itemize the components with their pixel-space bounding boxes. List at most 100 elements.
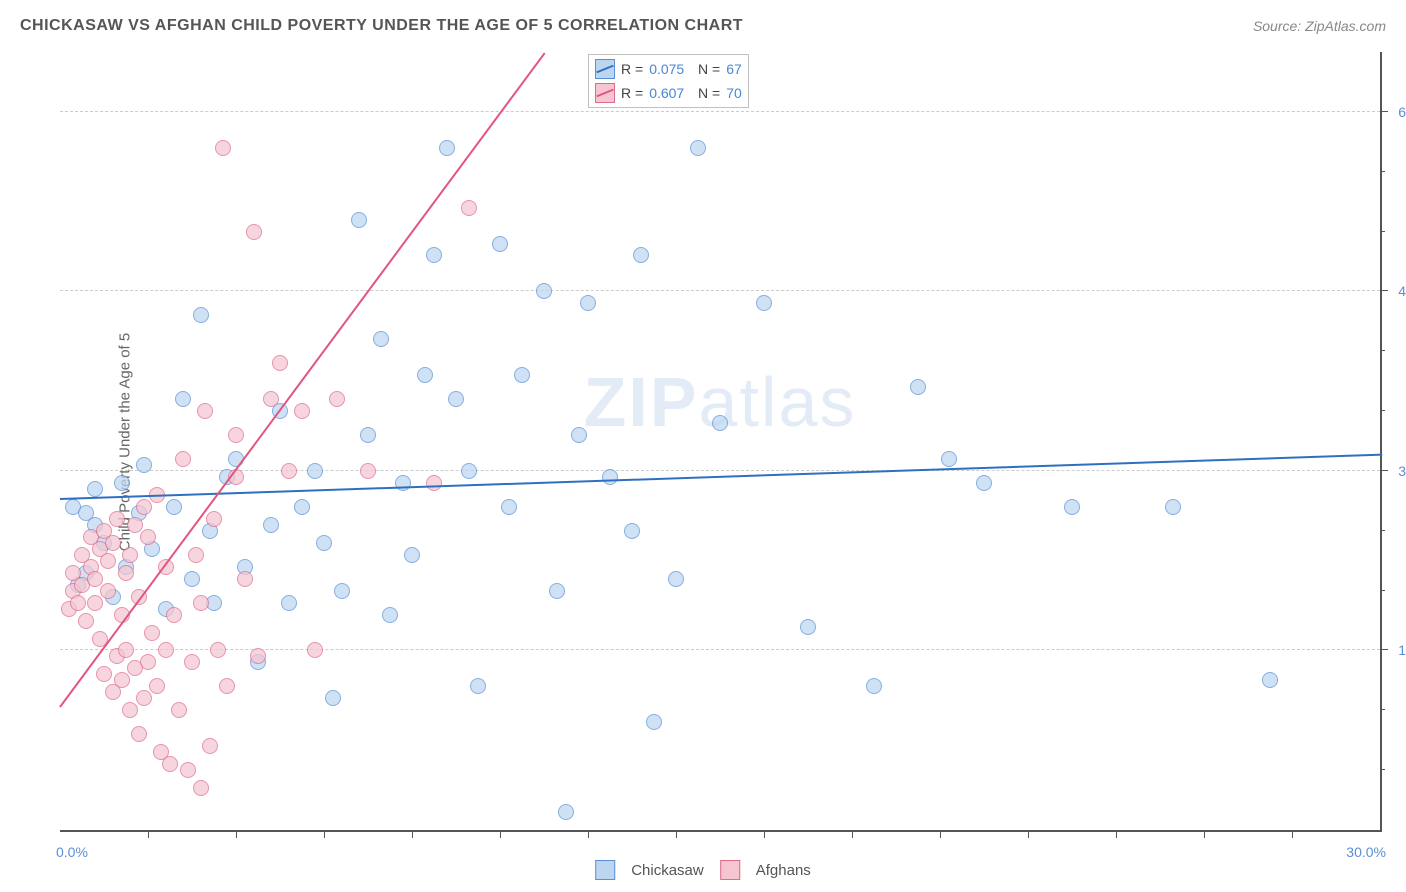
legend-chickasaw-label: Chickasaw: [631, 862, 704, 879]
afghans-point: [360, 463, 376, 479]
chickasaw-point: [668, 571, 684, 587]
afghans-point: [158, 642, 174, 658]
chickasaw-point: [1064, 499, 1080, 515]
stats-row-afghans: R = 0.607 N = 70: [595, 81, 742, 105]
chickasaw-point: [307, 463, 323, 479]
y-tick: [1380, 290, 1388, 291]
chickasaw-point: [136, 457, 152, 473]
chickasaw-point: [184, 571, 200, 587]
x-axis-min-label: 0.0%: [56, 844, 88, 860]
chickasaw-point: [800, 619, 816, 635]
x-minor-tick: [1292, 830, 1293, 838]
chickasaw-point: [1262, 672, 1278, 688]
chickasaw-point: [175, 391, 191, 407]
y-minor-tick: [1380, 171, 1385, 172]
chickasaw-point: [360, 427, 376, 443]
afghans-point: [206, 511, 222, 527]
chickasaw-point: [941, 451, 957, 467]
y-minor-tick: [1380, 410, 1385, 411]
afghans-point: [294, 403, 310, 419]
afghans-point: [144, 625, 160, 641]
chickasaw-point: [580, 295, 596, 311]
chickasaw-point: [263, 517, 279, 533]
afghans-point: [100, 583, 116, 599]
afghans-point: [197, 403, 213, 419]
afghans-point: [70, 595, 86, 611]
x-minor-tick: [148, 830, 149, 838]
y-tick-label: 30.0%: [1398, 463, 1406, 479]
afghans-point: [131, 726, 147, 742]
afghans-point: [193, 780, 209, 796]
chickasaw-point: [334, 583, 350, 599]
y-tick: [1380, 470, 1388, 471]
afghans-point: [87, 571, 103, 587]
y-minor-tick: [1380, 350, 1385, 351]
chickasaw-point: [514, 367, 530, 383]
x-minor-tick: [236, 830, 237, 838]
chickasaw-point: [470, 678, 486, 694]
afghans-point: [281, 463, 297, 479]
watermark-bold: ZIP: [584, 363, 699, 441]
afghans-point: [307, 642, 323, 658]
chickasaw-point: [492, 236, 508, 252]
afghans-point: [118, 642, 134, 658]
chickasaw-point: [536, 283, 552, 299]
legend-afghans-label: Afghans: [756, 862, 811, 879]
chickasaw-point: [294, 499, 310, 515]
x-minor-tick: [1116, 830, 1117, 838]
chickasaw-point: [439, 140, 455, 156]
afghans-point: [202, 738, 218, 754]
afghans-point: [188, 547, 204, 563]
r-value-chickasaw: 0.075: [649, 61, 684, 77]
x-minor-tick: [1204, 830, 1205, 838]
stats-row-chickasaw: R = 0.075 N = 67: [595, 57, 742, 81]
afghans-point: [140, 529, 156, 545]
chickasaw-point: [426, 247, 442, 263]
chickasaw-point: [602, 469, 618, 485]
afghans-point: [461, 200, 477, 216]
chickasaw-point: [417, 367, 433, 383]
afghans-point: [193, 595, 209, 611]
afghans-point: [180, 762, 196, 778]
y-minor-tick: [1380, 590, 1385, 591]
gridline: [60, 290, 1380, 291]
y-tick: [1380, 649, 1388, 650]
afghans-point: [175, 451, 191, 467]
afghans-point: [127, 517, 143, 533]
header: CHICKASAW VS AFGHAN CHILD POVERTY UNDER …: [0, 0, 1406, 52]
x-minor-tick: [324, 830, 325, 838]
afghans-point: [100, 553, 116, 569]
chickasaw-point: [910, 379, 926, 395]
gridline: [60, 111, 1380, 112]
afghans-point: [78, 613, 94, 629]
chickasaw-point: [501, 499, 517, 515]
x-minor-tick: [412, 830, 413, 838]
y-tick-label: 15.0%: [1398, 642, 1406, 658]
x-minor-tick: [588, 830, 589, 838]
r-value-afghans: 0.607: [649, 85, 684, 101]
chickasaw-point: [316, 535, 332, 551]
afghans-point: [118, 565, 134, 581]
chickasaw-point: [756, 295, 772, 311]
afghans-point: [162, 756, 178, 772]
y-minor-tick: [1380, 769, 1385, 770]
afghans-point: [122, 547, 138, 563]
chickasaw-point: [549, 583, 565, 599]
chickasaw-point: [166, 499, 182, 515]
n-value-chickasaw: 67: [726, 61, 742, 77]
legend-afghans-swatch-icon: [720, 860, 740, 880]
chickasaw-point: [976, 475, 992, 491]
source-attribution: Source: ZipAtlas.com: [1253, 18, 1386, 34]
afghans-point: [136, 690, 152, 706]
chickasaw-point: [646, 714, 662, 730]
chickasaw-point: [624, 523, 640, 539]
chickasaw-point: [690, 140, 706, 156]
chart-title: CHICKASAW VS AFGHAN CHILD POVERTY UNDER …: [20, 17, 743, 35]
afghans-point: [122, 702, 138, 718]
chickasaw-point: [351, 212, 367, 228]
afghans-point: [215, 140, 231, 156]
afghans-point: [250, 648, 266, 664]
afghans-point: [136, 499, 152, 515]
afghans-point: [171, 702, 187, 718]
chart-area: Child Poverty Under the Age of 5 ZIPatla…: [60, 52, 1382, 832]
